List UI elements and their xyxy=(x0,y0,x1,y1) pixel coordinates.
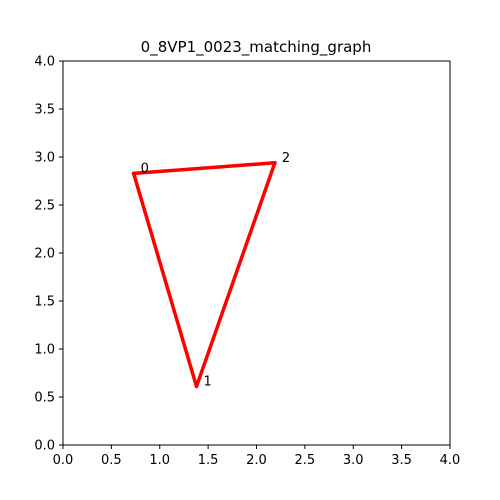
y-tick-label: 0.5 xyxy=(34,391,55,406)
x-tick-label: 0.5 xyxy=(101,453,122,468)
x-tick-label: 1.5 xyxy=(198,453,219,468)
chart-title: 0_8VP1_0023_matching_graph xyxy=(141,38,372,57)
x-tick-label: 2.5 xyxy=(295,453,316,468)
y-tick-label: 3.0 xyxy=(34,151,55,166)
x-tick-label: 3.5 xyxy=(391,453,412,468)
graph-edge-0-2 xyxy=(131,161,277,176)
y-tick-label: 3.5 xyxy=(34,103,55,118)
y-tick-label: 2.0 xyxy=(34,247,55,262)
node-label-0: 0 xyxy=(141,161,149,176)
y-tick-label: 1.5 xyxy=(34,295,55,310)
plot-area-frame xyxy=(62,60,451,446)
x-tick-label: 3.0 xyxy=(343,453,364,468)
edges-layer xyxy=(131,161,277,389)
node-labels-layer: 0 1 2 xyxy=(141,151,291,390)
x-tick-label: 2.0 xyxy=(246,453,267,468)
x-tick-label: 1.0 xyxy=(149,453,170,468)
y-tick-label: 1.0 xyxy=(34,343,55,358)
x-axis-ticks: 0.0 0.5 1.0 1.5 2.0 2.5 3.0 3.5 4.0 xyxy=(53,445,461,468)
node-label-2: 2 xyxy=(282,151,290,166)
y-tick-label: 2.5 xyxy=(34,199,55,214)
x-tick-label: 0.0 xyxy=(53,453,74,468)
x-tick-label: 4.0 xyxy=(440,453,461,468)
y-tick-label: 4.0 xyxy=(34,55,55,70)
node-label-1: 1 xyxy=(204,374,212,389)
graph-edge-0-1 xyxy=(131,171,199,389)
y-tick-label: 0.0 xyxy=(34,439,55,454)
graph-edge-1-2 xyxy=(194,161,277,389)
y-axis-ticks: 0.0 0.5 1.0 1.5 2.0 2.5 3.0 3.5 4.0 xyxy=(34,55,63,454)
